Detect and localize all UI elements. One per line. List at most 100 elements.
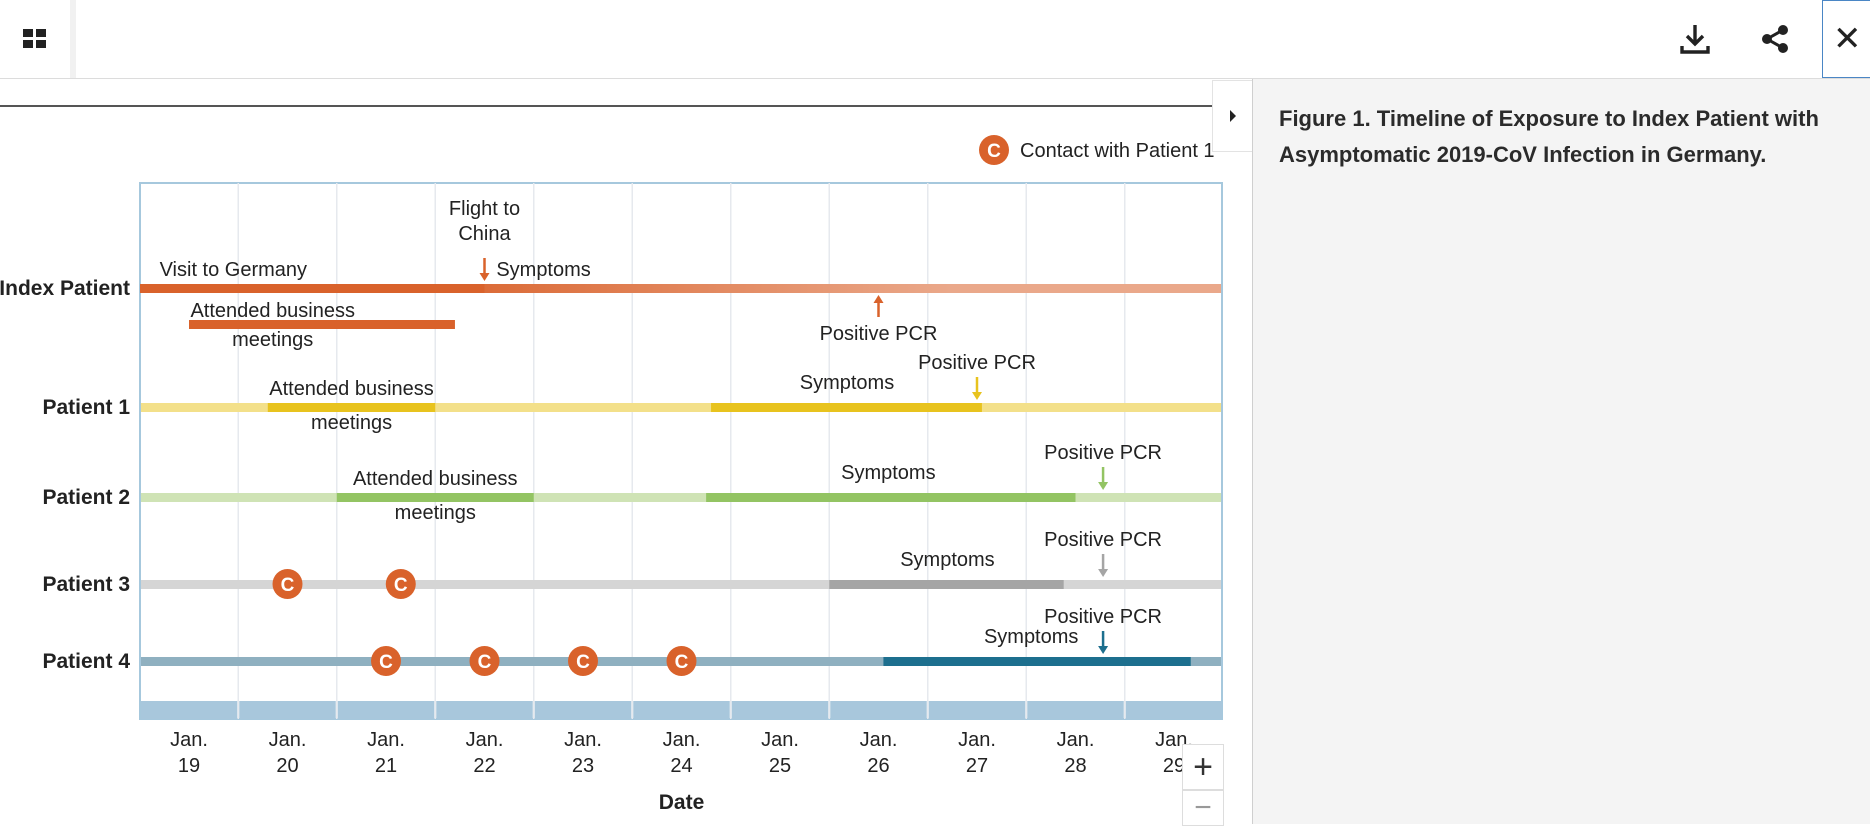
event-text: Symptoms	[496, 259, 590, 281]
row-label: Patient 4	[42, 650, 130, 673]
segment-label: Visit to Germany	[160, 259, 307, 281]
grid-icon	[23, 29, 46, 48]
row-label: Patient 3	[42, 573, 130, 596]
legend-group: C Contact with Patient 1	[979, 135, 1215, 165]
contact-marker-letter: C	[394, 575, 408, 596]
axis-band-cell	[534, 701, 632, 719]
axis-group: Jan. 19 Jan. 20 Jan. 21 Jan. 22 Jan. 23 Jan. 24 Jan.…	[140, 701, 1222, 814]
segment-label: Attended business	[269, 378, 434, 400]
segment-bar	[829, 580, 1064, 589]
axis-band-cell	[239, 701, 336, 719]
contact-marker	[385, 569, 416, 599]
tick-label-month: Jan.	[170, 729, 208, 751]
figure-top-rule	[0, 105, 1216, 107]
segment-label: Symptoms	[841, 462, 935, 484]
segment-label: Attended business	[353, 468, 518, 490]
contact-marker-letter: C	[576, 652, 590, 673]
rows-group: Index Patient Visit to Germany Attended bu…	[0, 198, 1221, 676]
download-button[interactable]	[1670, 14, 1720, 64]
tick-label-month: Jan.	[958, 729, 996, 751]
segment-bar	[189, 320, 455, 329]
row-label: Patient 1	[42, 396, 130, 419]
tick-label-month: Jan.	[367, 729, 405, 751]
event-label: Positive PCR	[918, 352, 1036, 374]
contact-marker	[666, 646, 697, 676]
tick-label-day: 25	[769, 755, 791, 777]
tick-label-month: Jan.	[269, 729, 307, 751]
row-baseline	[141, 284, 1221, 293]
tick-label-day: 23	[572, 755, 594, 777]
event-label: Flight to	[449, 198, 520, 220]
tick-label-month: Jan.	[564, 729, 602, 751]
segment-label: meetings	[232, 329, 313, 351]
segment-bar	[883, 657, 1191, 666]
row-label: Patient 2	[42, 486, 130, 509]
row-baseline	[141, 403, 1221, 412]
row-patient-3: Patient 3 Symptoms Positive PCR C C	[42, 529, 1221, 599]
event-arrow-head	[1098, 569, 1109, 577]
contact-marker	[469, 646, 500, 676]
event-label: Positive PCR	[1044, 442, 1162, 464]
zoom-out-button[interactable]: −	[1182, 790, 1224, 826]
segment-bar	[267, 403, 436, 412]
share-button[interactable]	[1750, 14, 1800, 64]
top-toolbar: ✕	[0, 0, 1870, 79]
legend-contact-marker	[979, 135, 1009, 165]
segment-bar	[706, 493, 1076, 502]
row-label: Index Patient	[0, 277, 130, 300]
tick-label-day: 27	[966, 755, 988, 777]
axis-band-cell	[633, 701, 730, 719]
timeline-chart: Index Patient Visit to Germany Attended bu…	[0, 135, 1223, 814]
contact-marker	[371, 646, 401, 676]
tick-label-day: 24	[670, 755, 692, 777]
segment-label: Attended business	[190, 300, 355, 322]
row-baseline	[141, 493, 1221, 502]
contact-marker	[568, 646, 598, 676]
axis-band-cell	[1125, 701, 1222, 719]
row-baseline	[141, 580, 1221, 589]
row-patient-1: Patient 1 Attended business meetings Sympto…	[42, 352, 1221, 434]
event-arrow-head	[1098, 646, 1109, 654]
tick-label-month: Jan.	[761, 729, 799, 751]
minus-icon: −	[1194, 791, 1212, 824]
segment-label: meetings	[395, 502, 476, 524]
tick-label-month: Jan.	[860, 729, 898, 751]
legend-label: Contact with Patient 1	[1020, 140, 1215, 162]
tick-label-month: Jan.	[1057, 729, 1095, 751]
contact-marker-letter: C	[478, 652, 492, 673]
tick-label-day: 20	[276, 755, 298, 777]
event-arrow-head	[972, 392, 982, 400]
figure-area: Index Patient Visit to Germany Attended bu…	[0, 79, 1252, 824]
event-label: Positive PCR	[820, 323, 938, 345]
event-label: Positive PCR	[1044, 606, 1162, 628]
contact-marker-letter: C	[379, 652, 393, 673]
close-icon: ✕	[1833, 20, 1862, 58]
row-index-patient: Index Patient Visit to Germany Attended bu…	[0, 198, 1221, 351]
contact-marker	[272, 569, 303, 599]
caret-right-icon	[1230, 110, 1236, 122]
axis-band-cell	[337, 701, 435, 719]
segment-label: Symptoms	[984, 626, 1078, 648]
tick-label-day: 19	[178, 755, 200, 777]
tick-label-day: 28	[1064, 755, 1086, 777]
tick-label-day: 21	[375, 755, 397, 777]
event-arrow-head	[873, 295, 884, 303]
figure-caption: Figure 1. Timeline of Exposure to Index …	[1279, 106, 1819, 167]
share-icon	[1762, 25, 1788, 53]
event-arrow-head	[1098, 482, 1109, 490]
caption-panel: Figure 1. Timeline of Exposure to Index …	[1252, 79, 1870, 824]
contact-marker-letter: C	[281, 575, 295, 596]
grid-view-button[interactable]	[0, 0, 71, 78]
collapse-panel-toggle[interactable]	[1212, 80, 1254, 152]
segment-bar	[711, 403, 982, 412]
zoom-in-button[interactable]: +	[1182, 744, 1224, 790]
grid-group	[139, 182, 1223, 720]
close-button[interactable]: ✕	[1822, 0, 1870, 78]
axis-band-cell	[830, 701, 927, 719]
axis-band-cell	[928, 701, 1026, 719]
event-arrow-head	[479, 273, 490, 281]
segment-label: Symptoms	[900, 549, 994, 571]
axis-band-cell	[436, 701, 533, 719]
segment-bar	[336, 493, 534, 502]
